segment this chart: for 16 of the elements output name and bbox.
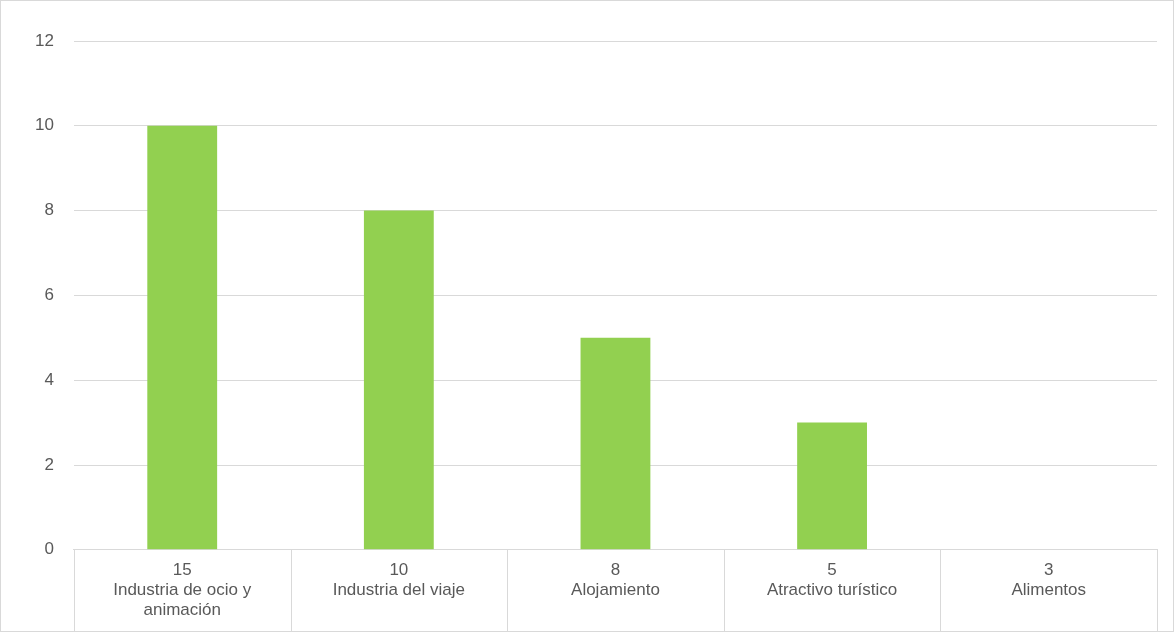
x-tick-label: 5 Atractivo turístico bbox=[766, 559, 898, 600]
y-tick-label: 12 bbox=[34, 30, 54, 50]
x-tick-label: 8 Alojamiento bbox=[571, 559, 660, 600]
y-tick-label: 8 bbox=[44, 200, 54, 220]
y-tick-label: 0 bbox=[44, 539, 54, 559]
bar bbox=[797, 422, 867, 550]
y-tick-label: 10 bbox=[34, 115, 54, 135]
x-tick-label: 3 Alimentos bbox=[1011, 559, 1087, 600]
y-tick-label: 2 bbox=[44, 454, 54, 474]
y-tick-label: 6 bbox=[44, 285, 54, 305]
bar bbox=[147, 125, 218, 550]
bar bbox=[580, 337, 651, 550]
x-tick-label: 10 Industria del viaje bbox=[332, 559, 465, 600]
x-tick-label: 15 Industria de ocio y animación bbox=[113, 559, 252, 620]
y-tick-label: 4 bbox=[44, 369, 54, 389]
bar bbox=[363, 210, 434, 550]
